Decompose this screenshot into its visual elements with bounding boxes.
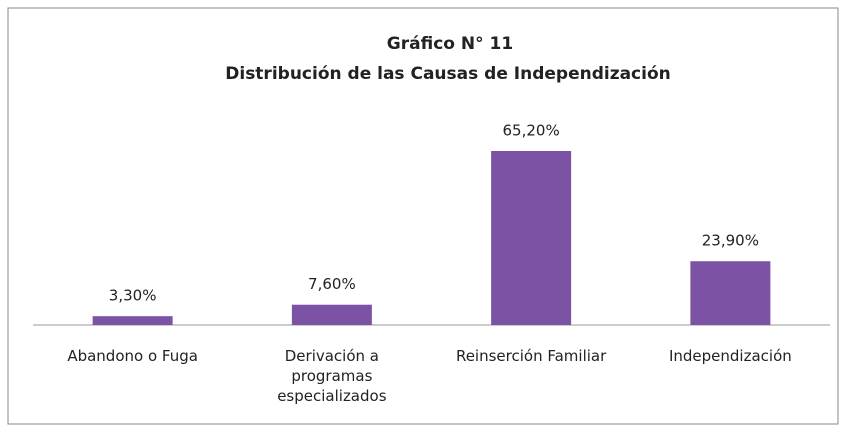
chart-subtitle: Distribución de las Causas de Independiz… bbox=[225, 64, 671, 84]
value-label: 7,60% bbox=[308, 275, 356, 293]
bar bbox=[690, 261, 771, 325]
x-tick-label: Derivación a programas especializados bbox=[277, 347, 387, 405]
x-tick-label: Independización bbox=[668, 347, 792, 365]
value-label: 23,90% bbox=[702, 232, 759, 250]
value-label: 65,20% bbox=[503, 122, 560, 140]
x-tick-label: Reinserción Familiar bbox=[455, 347, 607, 365]
chart-title: Gráfico N° 11 bbox=[387, 34, 513, 54]
chart-frame bbox=[7, 7, 839, 425]
bar bbox=[291, 304, 372, 325]
bar bbox=[92, 316, 173, 325]
value-label: 3,30% bbox=[109, 287, 157, 305]
bar bbox=[491, 151, 572, 325]
x-tick-label: Abandono o Fuga bbox=[67, 347, 198, 365]
